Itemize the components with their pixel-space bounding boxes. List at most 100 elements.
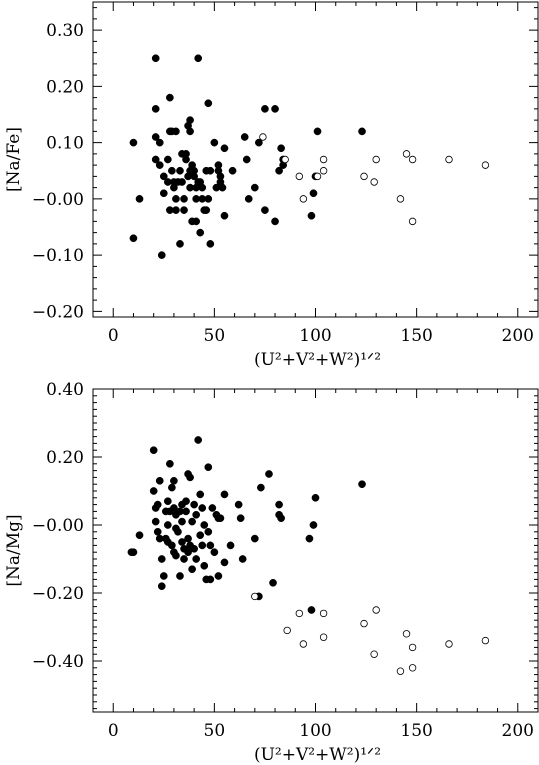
- data-point-filled: [178, 178, 186, 186]
- data-point-filled: [170, 476, 178, 485]
- x-tick-label: 200: [502, 326, 534, 346]
- data-point-filled: [200, 561, 209, 570]
- data-point-filled: [151, 133, 160, 141]
- data-point-open: [445, 155, 453, 164]
- data-point-filled: [194, 436, 203, 444]
- data-point-filled: [178, 517, 186, 526]
- data-point-filled: [188, 565, 196, 574]
- data-point-open: [402, 630, 411, 638]
- x-tick-label: 0: [108, 721, 119, 741]
- y-tick-label: −0.40: [32, 652, 84, 672]
- data-point-open: [299, 640, 308, 648]
- x-tick-label: 150: [400, 326, 432, 346]
- data-point-filled: [250, 183, 259, 192]
- data-point-filled: [311, 493, 320, 502]
- data-point-filled: [151, 517, 160, 526]
- data-point-open: [313, 172, 322, 181]
- data-point-filled: [196, 490, 205, 499]
- x-axis-label: (U²+V²+W²)¹ᐟ²: [254, 745, 381, 765]
- data-point-filled: [234, 500, 243, 509]
- y-tick-label: 0.10: [46, 134, 84, 154]
- data-point-filled: [218, 183, 227, 192]
- data-point-filled: [198, 504, 207, 512]
- data-point-filled: [190, 544, 198, 553]
- data-point-filled: [149, 446, 158, 455]
- data-point-filled: [244, 195, 253, 203]
- data-point-open: [445, 640, 453, 648]
- data-point-filled: [206, 166, 215, 175]
- data-point-filled: [155, 138, 164, 147]
- y-tick-label: 0.20: [46, 448, 84, 468]
- data-point-filled: [226, 541, 235, 550]
- data-point-open: [481, 636, 490, 645]
- data-point-filled: [261, 105, 269, 113]
- data-point-filled: [151, 105, 160, 113]
- data-point-filled: [192, 555, 201, 563]
- data-point-filled: [275, 500, 283, 509]
- y-tick-label: −0.20: [32, 302, 84, 322]
- data-point-filled: [204, 463, 213, 472]
- data-point-open: [372, 155, 380, 164]
- y-tick-label: −0.10: [32, 246, 84, 266]
- data-point-filled: [255, 138, 263, 147]
- data-point-filled: [208, 504, 217, 512]
- data-point-filled: [184, 534, 192, 543]
- data-point-filled: [129, 234, 138, 243]
- data-point-filled: [196, 228, 205, 237]
- data-point-filled: [216, 514, 225, 523]
- data-point-filled: [240, 133, 249, 141]
- x-tick-label: 50: [204, 721, 226, 741]
- x-tick-label: 100: [299, 326, 331, 346]
- data-point-filled: [202, 206, 211, 214]
- data-point-filled: [214, 572, 223, 580]
- data-point-filled: [271, 217, 279, 226]
- data-point-open: [408, 664, 417, 672]
- data-point-filled: [166, 93, 174, 102]
- y-tick-label: −0.20: [32, 584, 84, 604]
- data-point-filled: [206, 240, 215, 248]
- data-point-filled: [172, 195, 180, 203]
- data-point-filled: [200, 521, 209, 529]
- data-point-filled: [242, 155, 251, 164]
- data-point-open: [402, 150, 411, 158]
- data-point-filled: [186, 127, 194, 136]
- data-point-filled: [307, 606, 316, 614]
- data-point-filled: [220, 211, 229, 220]
- data-point-filled: [220, 144, 229, 153]
- data-point-filled: [182, 155, 190, 164]
- data-point-filled: [155, 161, 164, 169]
- data-point-filled: [194, 54, 203, 63]
- data-point-filled: [168, 166, 176, 175]
- data-point-filled: [204, 99, 213, 108]
- data-point-filled: [176, 240, 184, 248]
- data-point-filled: [192, 510, 201, 519]
- y-tick-label: 0.40: [46, 380, 84, 400]
- data-point-filled: [151, 54, 160, 63]
- data-point-filled: [153, 500, 162, 509]
- data-point-open: [370, 650, 378, 658]
- data-point-filled: [228, 166, 237, 175]
- data-point-filled: [153, 527, 162, 536]
- data-point-filled: [305, 534, 314, 543]
- data-point-filled: [265, 470, 273, 478]
- data-point-open: [481, 161, 490, 169]
- data-point-filled: [172, 551, 180, 560]
- data-point-filled: [313, 127, 322, 136]
- data-point-filled: [157, 555, 166, 563]
- x-tick-label: 150: [400, 721, 432, 741]
- data-point-open: [319, 167, 328, 175]
- data-point-open: [259, 133, 267, 141]
- data-point-filled: [204, 527, 213, 536]
- data-point-filled: [168, 541, 176, 550]
- data-point-filled: [309, 189, 318, 198]
- data-point-open: [360, 619, 368, 628]
- y-tick-label: 0.30: [46, 21, 84, 41]
- data-point-filled: [159, 189, 168, 198]
- data-point-open: [408, 217, 417, 226]
- data-point-open: [299, 195, 308, 203]
- data-point-open: [319, 609, 328, 618]
- data-point-filled: [250, 534, 259, 543]
- data-point-open: [396, 195, 405, 203]
- scatter-panel-1: 0 50 100 150 200 −0.20 −0.10 −0.00 0.10 0.20 0.30 (…: [4, 1, 539, 370]
